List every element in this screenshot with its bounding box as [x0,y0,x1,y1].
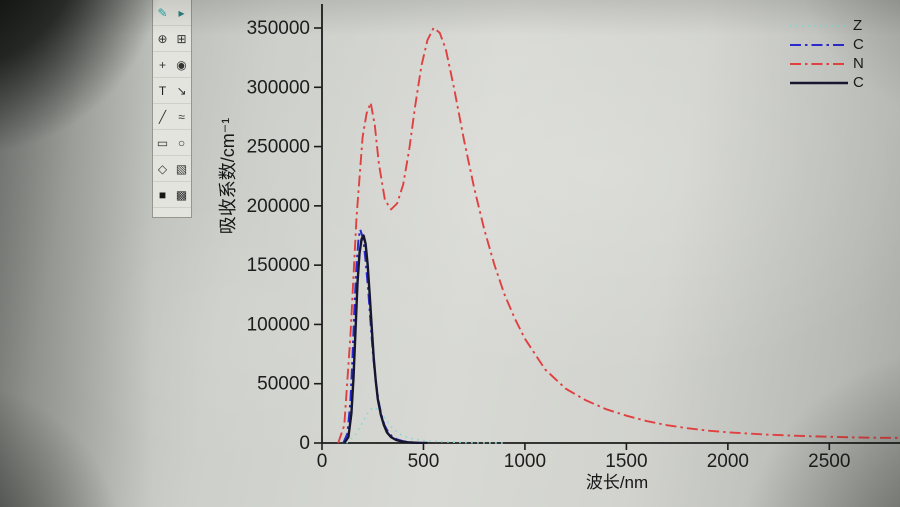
x-tick-label: 2000 [707,451,749,472]
legend-line-sample [790,43,848,46]
x-tick-label: 2500 [808,451,850,472]
legend-entry[interactable]: C [790,36,900,53]
legend-line-sample [790,62,848,65]
legend-entry[interactable]: C [790,74,900,91]
y-tick-label: 50000 [257,374,310,395]
legend-entry[interactable]: N [790,55,900,72]
x-axis-title: 波长/nm [585,473,649,492]
y-tick-label: 0 [299,433,310,454]
y-tick-label: 350000 [247,18,310,39]
legend-entry[interactable]: Z [790,17,900,34]
legend-line-sample [790,24,848,27]
y-tick-label: 100000 [247,314,310,335]
legend-label: C [853,74,864,91]
y-tick-label: 200000 [247,196,310,217]
legend-label: Z [853,17,863,34]
y-tick-label: 150000 [247,255,310,276]
y-axis-title: 吸收系数/cm⁻¹ [218,117,238,235]
x-tick-label: 1000 [504,451,546,472]
series-n-line [337,27,900,444]
legend-line-sample [790,81,848,84]
x-tick-label: 500 [408,451,440,472]
legend-label: N [853,55,864,72]
x-tick-label: 0 [317,451,328,472]
y-tick-label: 300000 [247,77,310,98]
series-z-line [345,406,505,444]
y-tick-label: 250000 [247,137,310,158]
legend-label: C [853,36,864,53]
